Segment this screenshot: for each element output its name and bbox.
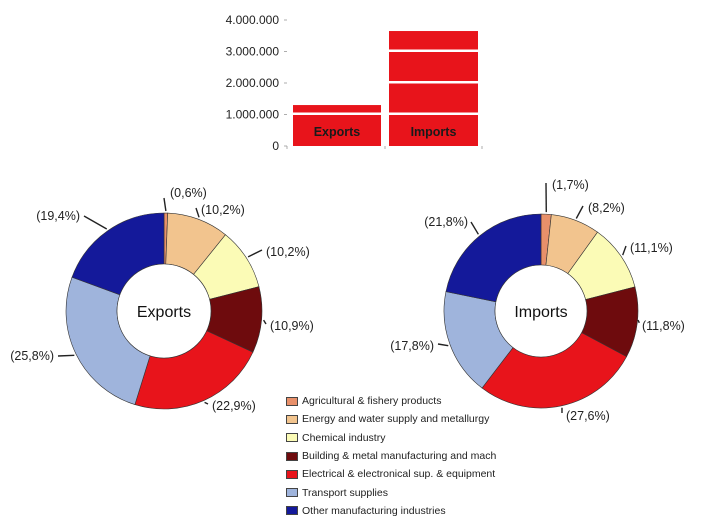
legend-label: Energy and water supply and metallurgy	[302, 413, 489, 425]
legend-swatch	[286, 506, 298, 515]
legend-item: Agricultural & fishery products	[286, 392, 586, 410]
leader-line	[576, 206, 583, 219]
legend-label: Transport supplies	[302, 487, 388, 499]
legend-swatch	[286, 397, 298, 406]
legend-item: Chemical industry	[286, 429, 586, 447]
y-tick-label: 1.000.000	[226, 108, 280, 122]
bar-gridline	[293, 113, 381, 116]
slice-value-label: (1,7%)	[552, 178, 589, 192]
bar-gridline	[389, 81, 478, 84]
bar-label-imports: Imports	[411, 125, 457, 139]
bar-gridline	[389, 113, 478, 116]
slice-value-label: (21,8%)	[424, 215, 468, 229]
y-tick-label: 4.000.000	[226, 13, 280, 27]
slice-value-label: (25,8%)	[10, 349, 54, 363]
legend-swatch	[286, 470, 298, 479]
slice-value-label: (10,9%)	[270, 319, 314, 333]
leader-line	[471, 222, 478, 234]
legend-swatch	[286, 452, 298, 461]
leader-line	[205, 402, 208, 404]
legend-label: Agricultural & fishery products	[302, 395, 441, 407]
legend-swatch	[286, 488, 298, 497]
legend-item: Energy and water supply and metallurgy	[286, 410, 586, 428]
leader-line	[248, 250, 262, 257]
donut-center-label: Imports	[514, 304, 567, 321]
y-tick-label: 3.000.000	[226, 45, 280, 59]
leader-line	[623, 246, 626, 255]
y-tick-label: 2.000.000	[226, 76, 280, 90]
leader-line	[438, 344, 448, 346]
leader-line	[638, 320, 639, 323]
donut-center-label: Exports	[137, 304, 191, 321]
imports-donut: (1,7%)(8,2%)(11,1%)(11,8%)(27,6%)(17,8%)…	[390, 178, 685, 423]
slice-value-label: (10,2%)	[266, 245, 310, 259]
legend: Agricultural & fishery products Energy an…	[286, 392, 586, 520]
legend-item: Building & metal manufacturing and mach	[286, 447, 586, 465]
slice-value-label: (0,6%)	[170, 186, 207, 200]
slice-value-label: (10,2%)	[201, 203, 245, 217]
slice-value-label: (8,2%)	[588, 201, 625, 215]
legend-label: Other manufacturing industries	[302, 505, 446, 517]
slice-value-label: (17,8%)	[390, 339, 434, 353]
bar-label-exports: Exports	[314, 125, 361, 139]
legend-label: Building & metal manufacturing and mach	[302, 450, 496, 462]
slice-value-label: (11,1%)	[630, 241, 673, 255]
leader-line	[164, 198, 166, 211]
slice-value-label: (11,8%)	[642, 319, 685, 333]
leader-line	[58, 355, 74, 356]
bar-chart: 0 1.000.000 2.000.000 3.000.000 4.000.000 Exp…	[226, 13, 482, 153]
legend-item: Transport supplies	[286, 483, 586, 501]
legend-label: Electrical & electronical sup. & equipme…	[302, 468, 495, 480]
leader-line	[264, 320, 266, 324]
leader-line	[84, 216, 107, 229]
legend-swatch	[286, 433, 298, 442]
legend-item: Other manufacturing industries	[286, 502, 586, 520]
legend-swatch	[286, 415, 298, 424]
slice-value-label: (19,4%)	[36, 209, 80, 223]
legend-label: Chemical industry	[302, 432, 385, 444]
leader-line	[196, 208, 199, 217]
exports-donut: (0,6%) (10,2%) (10,2%) (10,9%) (22,9%) (25,8%…	[10, 186, 314, 413]
y-tick-label: 0	[272, 139, 279, 153]
bar-gridline	[389, 50, 478, 53]
slice-value-label: (22,9%)	[212, 399, 256, 413]
legend-item: Electrical & electronical sup. & equipme…	[286, 465, 586, 483]
